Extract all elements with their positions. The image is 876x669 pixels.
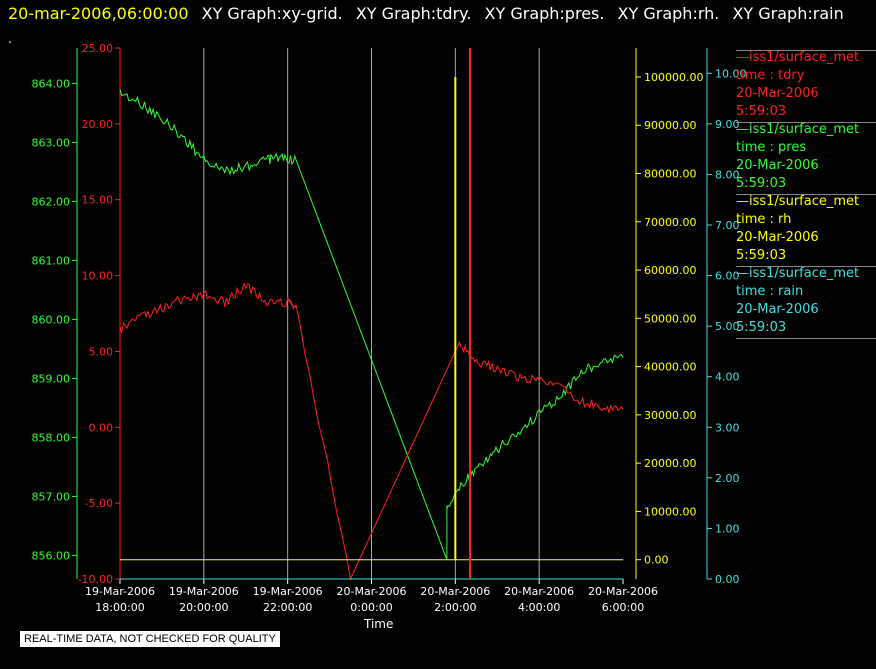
x-tick-label-date: 19-Mar-2006 [253, 585, 323, 598]
x-tick-label-date: 19-Mar-2006 [169, 585, 239, 598]
rain-axis-tick-label: 5.00 [715, 320, 740, 333]
legend-date: 20-Mar-2006 [736, 158, 819, 173]
legend-time: 5:59:03 [736, 248, 787, 263]
pres-axis-tick-label: 858.00 [32, 431, 71, 444]
legend-date: 20-Mar-2006 [736, 230, 819, 245]
graph-label-rain: XY Graph:rain [732, 4, 844, 23]
x-tick-label-time: 2:00:00 [434, 601, 476, 614]
x-tick-label-time: 4:00:00 [518, 601, 560, 614]
pres-axis-tick-label: 861.00 [32, 254, 71, 267]
graph-label-pres: XY Graph:pres. [484, 4, 605, 23]
rh-axis-tick-label: 100000.00 [644, 71, 704, 84]
graph-label-tdry: XY Graph:tdry. [355, 4, 472, 23]
legend-entry-rain: —iss1/surface_met time : rain 20-Mar-200… [736, 265, 876, 337]
rain-axis-tick-label: 0.00 [715, 573, 740, 586]
rh-axis-tick-label: 10000.00 [644, 505, 697, 518]
legend-time: 5:59:03 [736, 104, 787, 119]
tdry-axis-tick-label: -10.00 [78, 573, 113, 586]
pres-axis-tick-label: 864.00 [32, 77, 71, 90]
legend-entry-rh: —iss1/surface_met time : rh 20-Mar-2006 … [736, 193, 876, 265]
legend-separator [736, 338, 876, 339]
x-tick-label-time: 22:00:00 [263, 601, 312, 614]
tdry-axis-tick-label: -5.00 [85, 497, 113, 510]
quality-note: REAL-TIME DATA, NOT CHECKED FOR QUALITY [20, 631, 280, 647]
x-tick-label-time: 6:00:00 [602, 601, 644, 614]
x-tick-label-date: 20-Mar-2006 [504, 585, 574, 598]
legend-series-line: —iss1/surface_met [736, 122, 860, 137]
pres-axis-tick-label: 860.00 [32, 313, 71, 326]
legend-date: 20-Mar-2006 [736, 86, 819, 101]
series-line-pres [119, 88, 624, 560]
tdry-axis-tick-label: 15.00 [82, 194, 114, 207]
title-row: 20-mar-2006,06:00:00 XY Graph:xy-grid. X… [8, 2, 876, 26]
legend-series-line: —iss1/surface_met [736, 194, 860, 209]
tdry-axis-tick-label: 25.00 [82, 42, 114, 55]
x-tick-label-date: 20-Mar-2006 [420, 585, 490, 598]
legend-separator [736, 50, 876, 51]
pres-axis-tick-label: 859.00 [32, 372, 71, 385]
rh-axis-tick-label: 70000.00 [644, 216, 697, 229]
rain-axis-tick-label: 3.00 [715, 421, 740, 434]
legend-entry-tdry: —iss1/surface_met time : tdry 20-Mar-200… [736, 49, 876, 121]
rain-axis-tick-label: 9.00 [715, 118, 740, 131]
tdry-axis-tick-label: 20.00 [82, 118, 114, 131]
rain-axis-tick-label: 6.00 [715, 270, 740, 283]
legend-separator [736, 194, 876, 195]
x-tick-label-date: 19-Mar-2006 [85, 585, 155, 598]
rh-axis-tick-label: 0.00 [644, 554, 669, 567]
rain-axis-tick-label: 2.00 [715, 472, 740, 485]
rain-axis-tick-label: 8.00 [715, 168, 740, 181]
legend-date: 20-Mar-2006 [736, 302, 819, 317]
legend-time: 5:59:03 [736, 320, 787, 335]
pres-axis-tick-label: 862.00 [32, 195, 71, 208]
x-tick-label-time: 20:00:00 [179, 601, 228, 614]
rh-axis-tick-label: 80000.00 [644, 168, 697, 181]
legend-series-line: —iss1/surface_met [736, 50, 860, 65]
rh-axis-tick-label: 90000.00 [644, 119, 697, 132]
pres-axis-tick-label: 863.00 [32, 136, 71, 149]
rh-axis-tick-label: 30000.00 [644, 409, 697, 422]
tdry-axis-tick-label: 0.00 [89, 421, 114, 434]
series-line-tdry [119, 282, 624, 581]
pres-axis-tick-label: 857.00 [32, 490, 71, 503]
legend-series-line: —iss1/surface_met [736, 266, 860, 281]
rh-axis-tick-label: 20000.00 [644, 457, 697, 470]
rain-axis-tick-label: 4.00 [715, 371, 740, 384]
tdry-axis-tick-label: 5.00 [89, 345, 114, 358]
subline-dot: . [8, 32, 12, 46]
rain-axis-tick-label: 7.00 [715, 219, 740, 232]
x-tick-label-date: 20-Mar-2006 [588, 585, 658, 598]
graph-label-xy-grid: XY Graph:xy-grid. [201, 4, 343, 23]
legend-separator [736, 122, 876, 123]
graph-label-rh: XY Graph:rh. [617, 4, 720, 23]
x-tick-label-date: 20-Mar-2006 [337, 585, 407, 598]
legend-var: time : rh [736, 212, 792, 227]
rh-axis-tick-label: 50000.00 [644, 312, 697, 325]
rh-axis-tick-label: 40000.00 [644, 361, 697, 374]
legend-separator [736, 266, 876, 267]
x-axis-label: Time [364, 617, 394, 631]
legend-var: time : pres [736, 140, 807, 155]
legend-var: time : rain [736, 284, 804, 299]
legend-var: time : tdry [736, 68, 805, 83]
legend-entry-pres: —iss1/surface_met time : pres 20-Mar-200… [736, 121, 876, 193]
legend-time: 5:59:03 [736, 176, 787, 191]
x-tick-label-time: 18:00:00 [95, 601, 144, 614]
x-tick-label-time: 0:00:00 [350, 601, 392, 614]
tdry-axis-tick-label: 10.00 [82, 270, 114, 283]
rain-axis-tick-label: 10.00 [715, 67, 747, 80]
timestamp: 20-mar-2006,06:00:00 [8, 4, 189, 23]
pres-axis-tick-label: 856.00 [32, 549, 71, 562]
rain-axis-tick-label: 1.00 [715, 522, 740, 535]
rh-axis-tick-label: 60000.00 [644, 264, 697, 277]
